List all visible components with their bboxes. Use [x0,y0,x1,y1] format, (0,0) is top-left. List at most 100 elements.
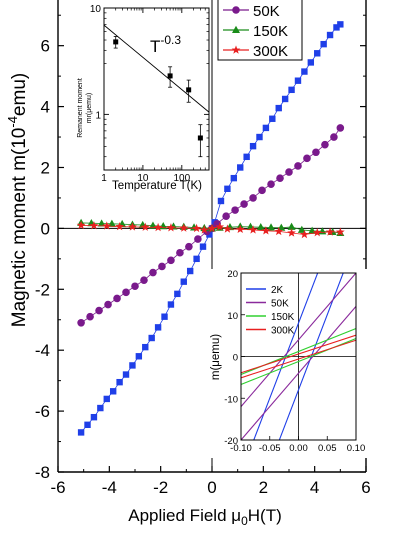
loop-branch-upper [241,273,356,407]
data-point [167,301,175,308]
data-point [325,227,335,236]
data-point [113,39,119,45]
x-tick-label: -6 [50,478,65,497]
data-point [77,318,85,327]
data-point [285,168,293,176]
inset-bottom-background [211,269,368,458]
data-point [158,262,166,271]
data-point [153,222,163,232]
low-field-inset: -0.10 -0.05 0.00 0.05 0.10 -20 -10 0 10 20 m(μemu)… [210,269,368,458]
data-point [237,164,244,171]
loop-branch-lower [241,306,356,440]
data-point [235,224,245,234]
data-point [142,343,149,351]
y-tick-label: -2 [35,280,50,299]
data-point [276,174,284,182]
data-point [97,404,104,412]
loop-branch-upper [241,334,356,374]
loop-2K [253,273,344,440]
power-law-exponent: -0.3 [160,33,181,47]
legend-marker [232,25,240,33]
data-point [199,225,209,234]
x-tick-label: 6 [361,478,370,497]
data-point [148,334,155,342]
inset-bottom-x-tick-label: -0.05 [259,443,281,454]
data-point [256,222,265,231]
data-point [262,124,270,132]
data-point [274,226,284,236]
y-tick-label: 4 [41,98,50,117]
data-point [261,226,271,235]
data-point [199,243,207,250]
data-point [336,124,345,132]
legend-marker [231,45,241,54]
x-tick-label: -2 [153,478,168,497]
data-point [140,276,148,284]
data-point [104,300,112,309]
data-point [103,395,110,403]
inset-legend-label: 150K [271,312,295,323]
x-axis-label-sub: 0 [241,514,248,528]
inset-bottom-y-tick-label: -10 [224,394,238,405]
inset-top-y-label: Remanent moment [77,78,84,138]
fit-line [103,24,210,113]
data-point [249,142,257,150]
legend-marker [232,6,240,14]
y-axis-label-exponent: -4 [5,116,20,128]
data-point [185,242,193,251]
data-point [193,255,200,263]
data-point [113,294,121,303]
inset-top-y-tick-label: 1 [95,110,101,121]
x-tick-label: -4 [102,478,117,497]
data-point [86,312,94,321]
data-point [129,362,136,369]
data-point [176,248,184,257]
inset-bottom-y-tick-label: 20 [227,269,238,280]
inset-top-y-label-sub: mr(μemu) [86,93,93,123]
x-tick-label: 4 [310,478,319,497]
data-point [326,31,334,39]
data-point [149,268,157,277]
data-point [76,220,86,230]
inset-top-x-label: Temperature T(K) [112,180,202,192]
data-point [192,223,201,233]
data-point [300,229,309,239]
data-point [207,223,217,233]
data-point [206,231,213,238]
data-point [258,186,266,195]
y-tick-label: -6 [35,402,50,421]
data-point [167,256,175,265]
x-axis-label: Applied Field μ0H(T) [128,506,281,528]
data-point [161,313,168,320]
inset-top-x-tick-label: 1 [101,173,107,184]
inset-legend-label: 50K [271,299,289,310]
data-point [95,306,103,315]
data-point [186,87,192,93]
data-point [122,288,130,297]
data-point [231,206,239,214]
inset-bottom-y-tick-label: 0 [233,353,238,364]
data-point [215,222,225,231]
loop-branch-upper [253,273,319,440]
data-point [301,68,308,75]
data-point [159,222,168,230]
temperature-inset: 1 10 100 1 10 T-0.3 Temperature T(K) Remanent m… [77,4,210,192]
data-point [217,197,225,205]
inset-top-y-tick-label: 10 [90,4,102,15]
y-tick-label: 0 [41,219,50,238]
inset-legend-label: 2K [271,285,284,296]
inset-bottom-x-tick-label: -0.10 [230,443,252,454]
data-point [312,148,320,157]
inset-top-x-tick-label: 100 [173,173,190,184]
data-point [240,200,248,208]
y-axis-label-unit: emu) [9,73,30,116]
data-point [297,225,306,233]
x-tick-label: 0 [207,478,216,497]
data-point [167,73,173,79]
data-point [248,225,258,234]
series-300K [76,220,345,239]
x-tick-label: 2 [259,478,268,497]
power-law-base: T [150,37,160,56]
